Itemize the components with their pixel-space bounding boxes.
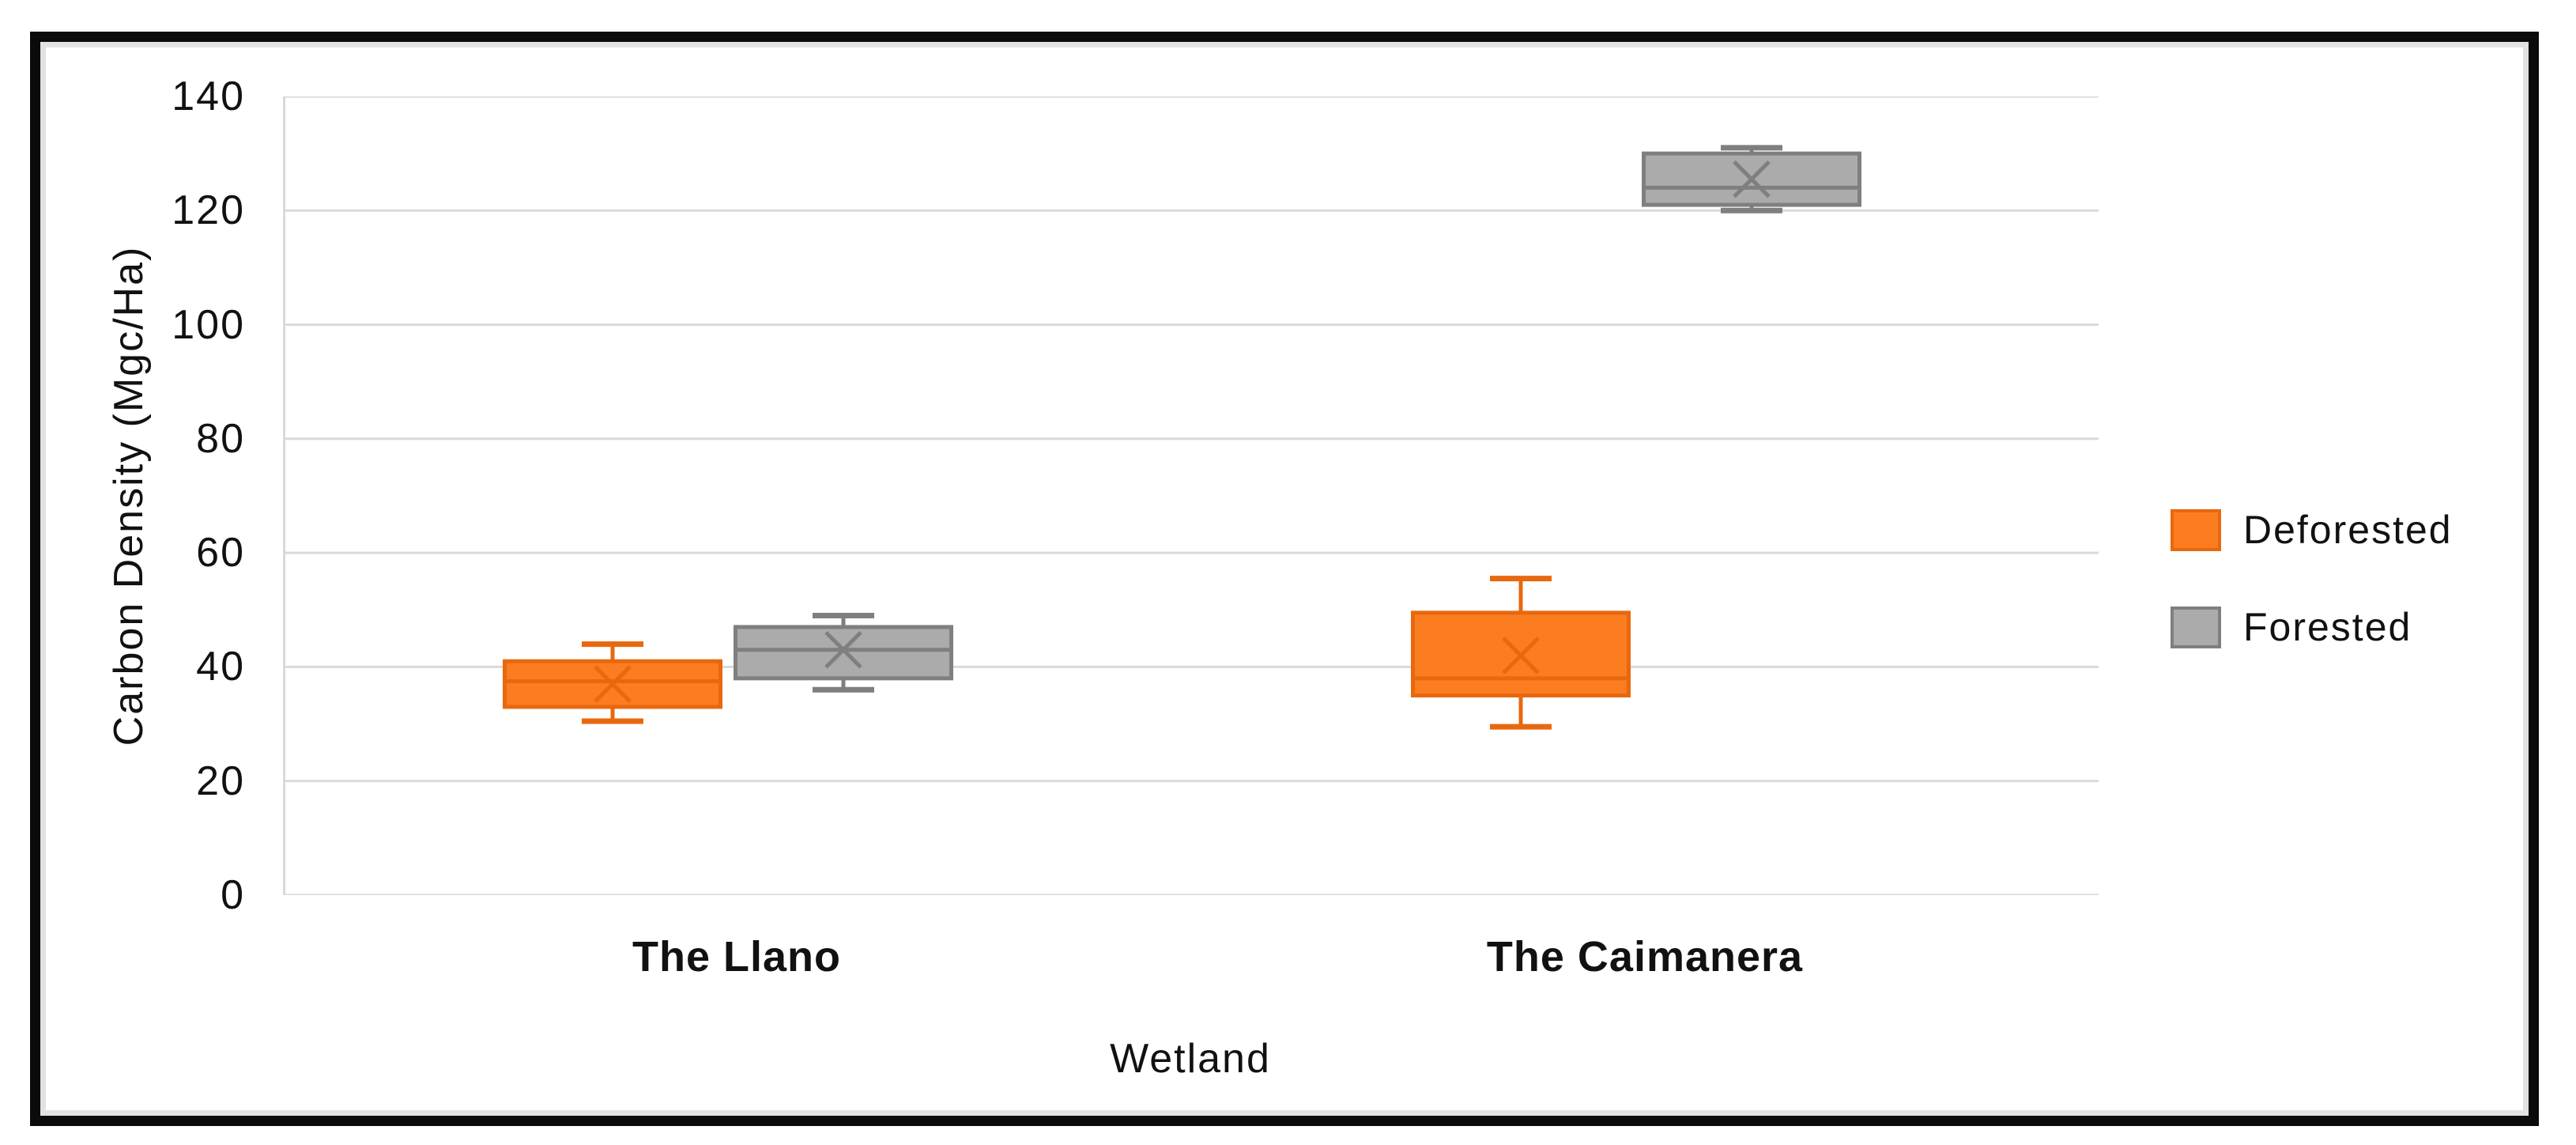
y-tick-label-20: 20 bbox=[196, 758, 245, 804]
x-category-label-the-llano: The Llano bbox=[632, 933, 841, 981]
legend-item-forested: Forested bbox=[2171, 603, 2412, 651]
x-axis-title: Wetland bbox=[1110, 1036, 1271, 1082]
y-tick-label-100: 100 bbox=[172, 301, 245, 348]
y-tick-label-120: 120 bbox=[172, 187, 245, 234]
legend-label-forested: Forested bbox=[2243, 605, 2412, 649]
y-tick-label-0: 0 bbox=[221, 872, 245, 918]
iqr-box bbox=[1642, 151, 1861, 207]
legend-swatch-deforested bbox=[2171, 508, 2221, 551]
plot-canvas bbox=[283, 96, 2099, 895]
y-tick-label-80: 80 bbox=[196, 415, 245, 462]
legend-item-deforested: Deforested bbox=[2171, 506, 2453, 554]
mean-x-marker bbox=[1733, 160, 1771, 198]
mean-x-marker bbox=[824, 631, 862, 669]
box-forested-the-llano bbox=[734, 613, 953, 693]
y-tick-label-140: 140 bbox=[172, 74, 245, 119]
mean-x-marker bbox=[594, 665, 632, 703]
chart-frame bbox=[30, 32, 2539, 1126]
box-deforested-the-caimanera bbox=[1411, 576, 1631, 730]
legend-swatch-forested bbox=[2171, 606, 2221, 648]
y-tick-label-40: 40 bbox=[196, 644, 245, 690]
box-deforested-the-llano bbox=[503, 641, 722, 724]
iqr-box bbox=[734, 625, 953, 681]
mean-x-marker bbox=[1502, 637, 1540, 675]
x-category-label-the-caimanera: The Caimanera bbox=[1486, 933, 1804, 981]
plot-area bbox=[283, 96, 2099, 895]
legend-label-deforested: Deforested bbox=[2243, 508, 2453, 552]
box-forested-the-caimanera bbox=[1642, 145, 1861, 214]
y-tick-label-60: 60 bbox=[196, 530, 245, 576]
